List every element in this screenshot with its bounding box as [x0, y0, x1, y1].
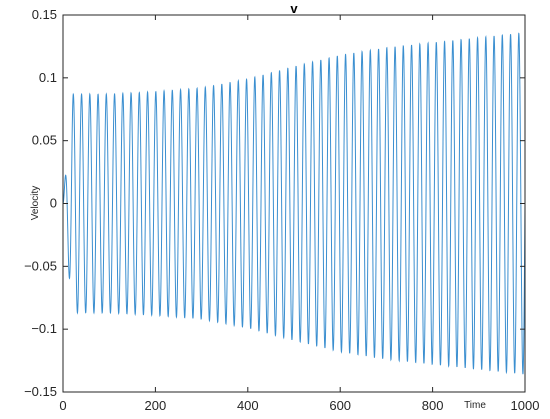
x-tick-label: 600 — [329, 398, 351, 413]
y-tick-label: 0.05 — [32, 133, 57, 148]
velocity-series-line — [62, 32, 526, 375]
y-axis-label: Velocity — [30, 186, 41, 220]
x-tick-label: 800 — [422, 398, 444, 413]
y-axis-ticks: 0.15 0.1 0.05 0 −0.05 −0.1 −0.15 — [24, 7, 525, 399]
x-tick-label: 0 — [59, 398, 66, 413]
y-tick-label: 0 — [50, 196, 57, 211]
x-tick-label: 1000 — [511, 398, 540, 413]
x-axis-label: Time — [464, 400, 486, 411]
y-tick-label: −0.15 — [24, 384, 57, 399]
x-axis-ticks: 0 200 400 600 800 1000 — [59, 15, 539, 413]
y-tick-label: −0.05 — [24, 258, 57, 273]
series-layer — [62, 32, 526, 375]
x-tick-label: 400 — [237, 398, 259, 413]
y-tick-label: 0.15 — [32, 7, 57, 22]
chart-title: v — [290, 1, 298, 16]
x-tick-label: 200 — [145, 398, 167, 413]
y-tick-label: −0.1 — [31, 321, 57, 336]
y-tick-label: 0.1 — [39, 70, 57, 85]
